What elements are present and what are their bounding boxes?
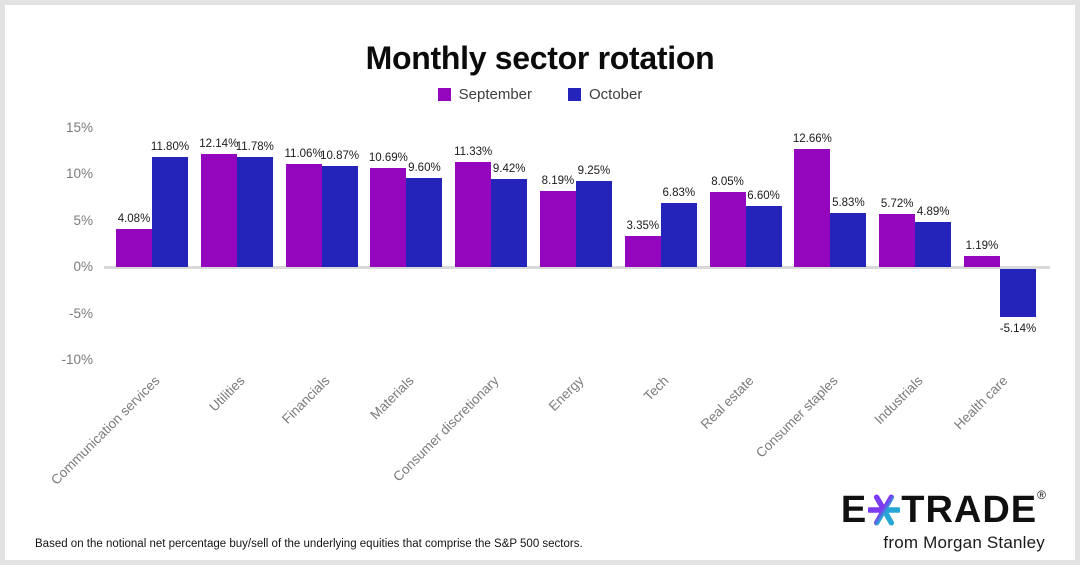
bar-october-consumer-discretionary: [491, 179, 528, 267]
logo-word-trade: TRADE: [901, 489, 1038, 531]
legend-item-september: September: [437, 86, 532, 103]
etrade-star-icon: [868, 494, 901, 526]
bar-september-real-estate: [709, 192, 746, 267]
y-tick-15: 15%: [65, 119, 93, 135]
x-axis-line: [104, 266, 1050, 269]
value-label-september-utilities: 12.14%: [199, 138, 239, 151]
bar-september-utilities: [200, 154, 237, 267]
bar-october-consumer-staples: [830, 212, 867, 267]
value-label-october-energy: 9.25%: [577, 164, 611, 177]
legend-label-september: September: [458, 86, 532, 103]
value-label-october-consumer-discretionary: 9.42%: [492, 163, 526, 176]
bar-group-real-estate: 8.05% 6.60% Real estate: [697, 121, 782, 432]
bar-october-utilities: [236, 157, 273, 267]
bar-group-materials: 10.69% 9.60% Materials: [368, 121, 443, 422]
value-label-october-real-estate: 6.60%: [747, 189, 780, 202]
value-label-september-communication-services: 4.08%: [117, 213, 151, 226]
value-label-october-utilities: 11.78%: [235, 141, 274, 154]
bar-group-consumer-discretionary: 11.33% 9.42% Consumer discretionary: [390, 121, 528, 484]
registered-trademark: ®: [1037, 488, 1047, 502]
y-tick-5: 5%: [73, 212, 93, 228]
value-label-october-consumer-staples: 5.83%: [832, 196, 865, 209]
bar-september-health-care: [963, 255, 1000, 267]
bar-september-financials: [285, 164, 322, 267]
october-swatch-icon: [568, 88, 581, 101]
bar-group-utilities: 12.14% 11.78% Utilities: [199, 121, 274, 414]
y-tick--5: -5%: [68, 305, 93, 321]
bar-group-tech: 3.35% 6.83% Tech: [624, 121, 697, 404]
value-label-september-consumer-staples: 12.66%: [792, 133, 832, 146]
bar-october-real-estate: [745, 205, 782, 267]
etrade-logo: E TRADE ® from Morgan Stanley: [840, 488, 1047, 553]
september-swatch-icon: [437, 88, 451, 101]
category-label-utilities: Utilities: [206, 373, 248, 415]
bar-october-energy: [575, 180, 612, 267]
value-label-september-materials: 10.69%: [368, 151, 408, 164]
category-label-materials: Materials: [367, 373, 417, 423]
logo-tagline: from Morgan Stanley: [883, 533, 1045, 552]
etrade-logo-row: E TRADE ®: [840, 488, 1047, 531]
value-label-october-industrials: 4.89%: [916, 205, 950, 218]
category-label-real-estate: Real estate: [697, 373, 757, 432]
logo-letter-e: E: [840, 489, 868, 531]
value-label-september-financials: 11.06%: [284, 148, 323, 161]
bar-september-consumer-staples: [794, 149, 831, 267]
value-label-september-tech: 3.35%: [626, 219, 660, 232]
bar-october-health-care: [999, 269, 1036, 317]
category-label-communication-services: Communication services: [48, 373, 163, 488]
chart-title: Monthly sector rotation: [365, 40, 715, 76]
value-label-september-health-care: 1.19%: [965, 239, 999, 252]
bar-group-communication-services: 4.08% 11.80% Communication services: [48, 121, 190, 487]
bar-october-communication-services: [152, 157, 188, 267]
bar-group-energy: 8.19% 9.25% Energy: [539, 121, 612, 414]
bar-group-consumer-staples: 12.66% 5.83% Consumer staples: [753, 121, 867, 461]
category-label-energy: Energy: [545, 373, 587, 414]
bar-october-tech: [660, 203, 697, 267]
bar-october-industrials: [915, 221, 952, 267]
bar-september-energy: [539, 190, 576, 267]
value-label-september-consumer-discretionary: 11.33%: [454, 145, 493, 158]
bar-group-health-care: 1.19% -5.14% Health care: [951, 121, 1037, 432]
value-label-october-materials: 9.60%: [408, 161, 441, 174]
bar-october-financials: [321, 165, 358, 267]
bar-september-materials: [370, 167, 407, 267]
y-tick-0: 0%: [73, 259, 93, 274]
y-axis: 15% 10% 5% 0% -5% -10%: [0, 119, 93, 371]
bar-september-communication-services: [116, 229, 152, 267]
legend: September October: [0, 86, 1080, 103]
category-label-tech: Tech: [640, 373, 672, 404]
y-tick--10: -10%: [61, 352, 93, 367]
value-label-september-real-estate: 8.05%: [711, 176, 744, 189]
value-label-september-energy: 8.19%: [541, 174, 575, 187]
bar-september-tech: [624, 235, 661, 267]
bar-group-industrials: 5.72% 4.89% Industrials: [872, 121, 952, 427]
plot-area: 4.08% 11.80% Communication services 12.14% 1…: [48, 121, 1050, 488]
legend-label-october: October: [589, 86, 643, 103]
value-label-october-tech: 6.83%: [662, 187, 696, 200]
footnote: Based on the notional net percentage buy…: [35, 538, 583, 550]
value-label-october-health-care: -5.14%: [999, 322, 1037, 335]
legend-item-october: October: [568, 86, 642, 103]
value-label-september-industrials: 5.72%: [880, 197, 914, 210]
bar-september-consumer-discretionary: [455, 161, 492, 267]
value-label-october-communication-services: 11.80%: [150, 141, 190, 154]
bar-september-industrials: [879, 213, 916, 267]
category-label-consumer-staples: Consumer staples: [753, 373, 841, 461]
bar-october-materials: [406, 177, 443, 267]
y-tick-10: 10%: [65, 166, 93, 181]
category-label-consumer-discretionary: Consumer discretionary: [390, 373, 502, 485]
value-label-october-financials: 10.87%: [320, 149, 360, 162]
category-label-financials: Financials: [278, 373, 333, 427]
bar-group-financials: 11.06% 10.87% Financials: [279, 121, 360, 426]
